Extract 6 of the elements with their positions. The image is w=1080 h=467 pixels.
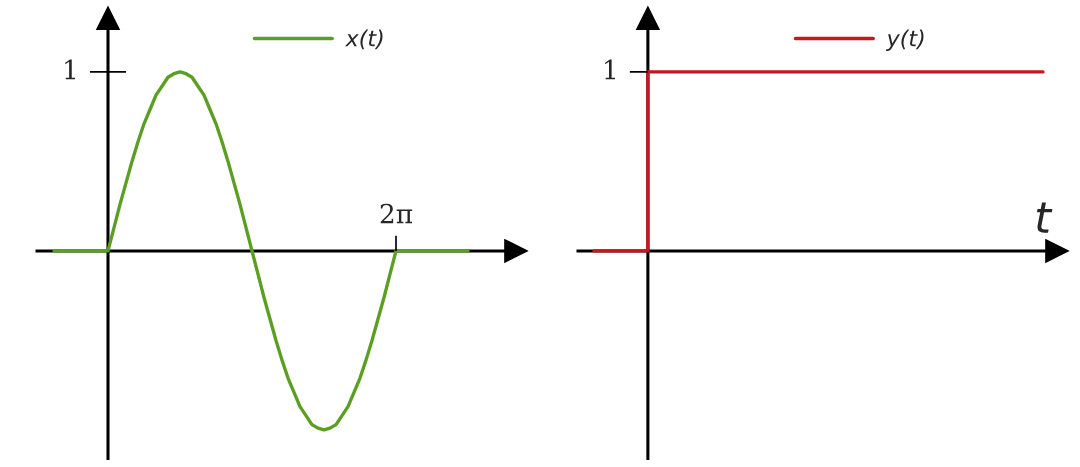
x-axis-title: t	[1036, 202, 1053, 233]
annotation: 1	[605, 59, 615, 80]
annotation: 2π	[380, 203, 413, 224]
annotation: 1	[65, 59, 76, 80]
legend-label: x(t)	[344, 29, 383, 50]
legend-label: y(t)	[886, 29, 924, 51]
